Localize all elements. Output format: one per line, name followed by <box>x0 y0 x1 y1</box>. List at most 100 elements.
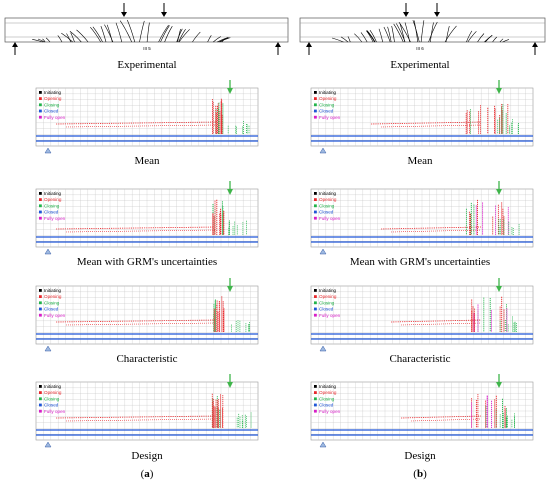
legend-swatch <box>314 216 317 220</box>
support-arrow-icon <box>275 42 281 55</box>
support-arrow-icon <box>532 42 538 55</box>
legend-swatch <box>314 289 317 292</box>
legend-swatch <box>39 115 42 119</box>
legend-swatch <box>314 409 317 413</box>
legend-label: Fully open <box>44 115 66 120</box>
beam-diagram-a: III 5 Experimental <box>4 3 289 71</box>
legend-label: Opening <box>319 197 337 202</box>
legend-label: Closing <box>44 102 60 107</box>
legend-label: Fully open <box>44 409 66 414</box>
support-triangle-icon <box>44 441 52 448</box>
legend-swatch <box>39 391 42 394</box>
load-arrow-icon <box>227 80 233 94</box>
column-label: (a) <box>141 468 154 480</box>
legend-label: Closed <box>319 109 334 114</box>
legend-label: Opening <box>44 197 62 202</box>
crack-pattern-b <box>332 20 510 43</box>
support-triangle-icon <box>44 248 52 255</box>
beam-caption: Experimental <box>117 59 176 71</box>
legend-swatch <box>39 307 42 311</box>
support-triangle-icon <box>319 147 327 154</box>
legend-label: Fully open <box>319 409 341 414</box>
beam-diagram-b: III 6 Experimental <box>299 3 546 71</box>
load-arrow-icon <box>227 181 233 195</box>
legend-swatch <box>314 295 317 298</box>
legend-label: Closed <box>44 307 59 312</box>
legend-swatch <box>314 115 317 119</box>
legend-label: Closing <box>44 300 60 305</box>
legend-swatch <box>39 91 42 94</box>
support-triangle-icon <box>44 147 52 154</box>
load-arrow-icon <box>227 278 233 292</box>
panel-caption: Characteristic <box>116 353 177 365</box>
load-arrow-icon <box>161 3 167 17</box>
legend-label: Closed <box>319 210 334 215</box>
legend-label: Opening <box>319 390 337 395</box>
load-arrow-icon <box>496 374 502 388</box>
legend-label: Fully open <box>44 313 66 318</box>
legend-label: Initiating <box>44 191 62 196</box>
legend-swatch <box>39 109 42 113</box>
support-triangle-icon <box>44 345 52 352</box>
load-arrow-icon <box>496 80 502 94</box>
panel-caption: Mean <box>134 155 160 167</box>
legend-swatch <box>314 307 317 311</box>
legend-swatch <box>39 198 42 201</box>
panel-caption: Design <box>131 450 163 462</box>
legend-label: Fully open <box>319 216 341 221</box>
beam-caption: Experimental <box>390 59 449 71</box>
legend-swatch <box>39 216 42 220</box>
legend-swatch <box>314 301 317 305</box>
support-triangle-icon <box>319 248 327 255</box>
panel-caption: Mean <box>407 155 433 167</box>
legend-swatch <box>314 385 317 388</box>
legend-swatch <box>39 204 42 208</box>
crack-pattern-a <box>32 19 231 43</box>
load-arrow-icon <box>403 3 409 17</box>
legend-label: Closing <box>319 396 335 401</box>
legend-label: Closing <box>319 203 335 208</box>
legend-swatch <box>314 91 317 94</box>
legend-label: Closing <box>319 300 335 305</box>
support-arrow-icon <box>12 42 18 55</box>
legend-swatch <box>314 210 317 214</box>
load-arrow-icon <box>496 181 502 195</box>
legend-swatch <box>39 385 42 388</box>
load-arrow-icon <box>434 3 440 17</box>
specimen-label: III 5 <box>143 46 151 51</box>
legend-label: Initiating <box>44 384 62 389</box>
legend-label: Initiating <box>44 288 62 293</box>
load-arrow-icon <box>227 374 233 388</box>
legend-label: Closed <box>44 403 59 408</box>
load-arrow-icon <box>121 3 127 17</box>
legend-label: Closing <box>319 102 335 107</box>
legend-label: Closed <box>44 109 59 114</box>
legend-label: Opening <box>44 96 62 101</box>
legend-swatch <box>314 391 317 394</box>
legend-swatch <box>39 295 42 298</box>
legend-swatch <box>39 397 42 401</box>
legend-swatch <box>39 403 42 407</box>
legend-swatch <box>39 97 42 100</box>
legend-swatch <box>39 289 42 292</box>
specimen-label: III 6 <box>416 46 424 51</box>
panel-caption: Design <box>404 450 436 462</box>
column-b: III 6 Experimental InitiatingOpeningClos… <box>299 3 546 480</box>
legend-swatch <box>314 198 317 201</box>
